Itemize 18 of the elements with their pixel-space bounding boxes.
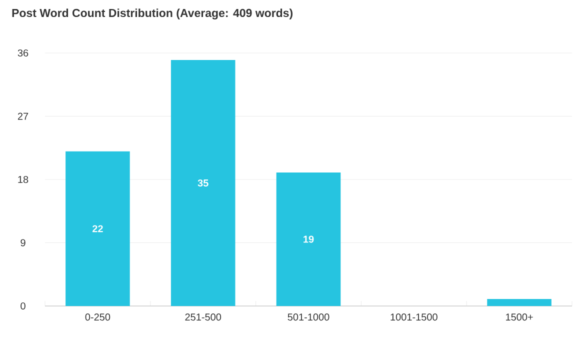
bar — [487, 298, 552, 306]
x-tick-label: 1500+ — [506, 314, 533, 321]
x-tick-label: 251-500 — [185, 314, 222, 321]
bar — [276, 172, 341, 306]
x-tick-label: 501-1000 — [288, 314, 330, 321]
data-label: 19 — [304, 236, 314, 243]
data-label: 35 — [198, 179, 208, 187]
y-tick-label: 36 — [18, 49, 28, 57]
data-label: 22 — [92, 225, 103, 232]
bar — [66, 151, 130, 306]
chart-title: Post Word Count Distribution (Average: 409 words) — [12, 8, 293, 20]
bar — [170, 60, 236, 306]
y-tick-label: 27 — [18, 112, 28, 120]
y-tick-label: 18 — [18, 176, 28, 184]
y-tick-label: 9 — [20, 239, 26, 246]
y-tick-label: 0 — [20, 302, 26, 310]
x-tick-label: 0-250 — [85, 314, 110, 321]
x-tick-label: 1001-1500 — [390, 314, 438, 321]
